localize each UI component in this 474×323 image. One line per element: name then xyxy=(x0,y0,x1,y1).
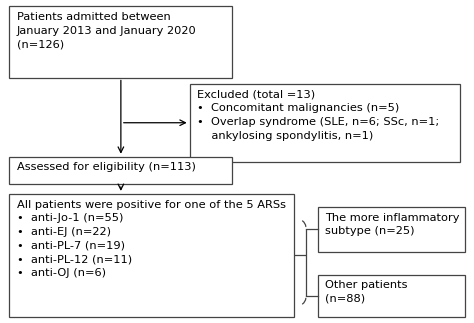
FancyBboxPatch shape xyxy=(190,84,460,162)
Text: Other patients
(n=88): Other patients (n=88) xyxy=(325,280,407,304)
FancyBboxPatch shape xyxy=(9,157,232,184)
Text: Assessed for eligibility (n=113): Assessed for eligibility (n=113) xyxy=(17,162,195,172)
Text: All patients were positive for one of the 5 ARSs
•  anti-Jo-1 (n=55)
•  anti-EJ : All patients were positive for one of th… xyxy=(17,200,286,277)
FancyBboxPatch shape xyxy=(318,275,465,317)
FancyBboxPatch shape xyxy=(318,207,465,252)
FancyBboxPatch shape xyxy=(9,194,294,317)
Text: Excluded (total =13)
•  Concomitant malignancies (n=5)
•  Overlap syndrome (SLE,: Excluded (total =13) • Concomitant malig… xyxy=(197,90,439,141)
FancyBboxPatch shape xyxy=(9,6,232,78)
Text: Patients admitted between
January 2013 and January 2020
(n=126): Patients admitted between January 2013 a… xyxy=(17,12,196,49)
Text: The more inflammatory
subtype (n=25): The more inflammatory subtype (n=25) xyxy=(325,213,459,236)
